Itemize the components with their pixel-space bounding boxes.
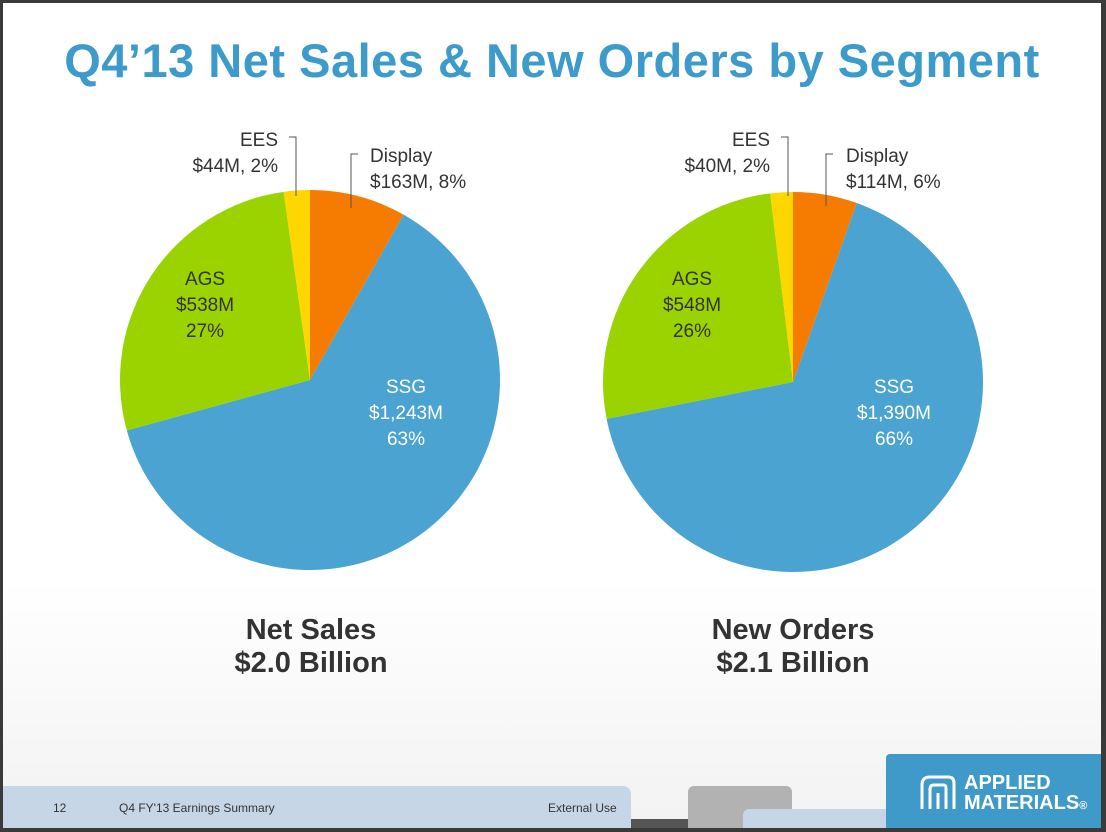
new-orders-ags-label: AGS — [672, 269, 712, 290]
new-orders-ees-label: EES — [732, 130, 770, 151]
net-sales-slice-display — [310, 190, 404, 380]
net-sales-slice-ags — [120, 191, 310, 431]
new-orders-ees-leader-line — [781, 136, 789, 196]
new-orders-slice-ags — [603, 193, 793, 419]
net-sales-caption-title: Net Sales — [245, 614, 377, 646]
footer-doc-title: Q4 FY'13 Earnings Summary — [119, 801, 275, 815]
net-sales-slice-ssg — [126, 214, 501, 571]
new-orders-display-amount: $114M, 6% — [846, 172, 941, 193]
net-sales-ags-percent: 27% — [186, 321, 224, 342]
net-sales-display-label: Display — [370, 146, 433, 167]
footer-decoration-blue — [743, 809, 893, 828]
new-orders-ags-percent: 26% — [673, 321, 711, 342]
pie-charts: Display $163M, 8% SSG $1,243M 63% AGS $538M 27%… — [120, 130, 984, 573]
net-sales-ssg-percent: 63% — [387, 429, 425, 450]
logo-line-1: APPLIED — [964, 772, 1051, 794]
new-orders-ags-amount: $548M — [663, 295, 721, 316]
net-sales-caption: Net Sales $2.0 Billion — [111, 614, 511, 680]
registered-mark: ® — [1079, 800, 1088, 812]
footer-page-number: 12 — [53, 801, 67, 815]
footer-bar: 12 Q4 FY'13 Earnings Summary External Us… — [3, 786, 631, 828]
net-sales-ags-label: AGS — [185, 269, 225, 290]
new-orders-ees-amount: $40M, 2% — [684, 156, 770, 177]
new-orders-display-leader-line — [825, 153, 833, 206]
new-orders-slice-display — [793, 192, 857, 382]
net-sales-slice-ees — [283, 190, 310, 380]
new-orders-slice-ees — [770, 192, 793, 382]
applied-materials-logo-icon — [920, 775, 956, 809]
net-sales-ssg-amount: $1,243M — [369, 403, 443, 424]
slide-title: Q4’13 Net Sales & New Orders by Segment — [64, 34, 1040, 87]
net-sales-caption-total: $2.0 Billion — [234, 647, 388, 679]
net-sales-display-leader-line — [350, 153, 358, 208]
net-sales-ees-label: EES — [240, 130, 278, 151]
net-sales-ees-leader-line — [289, 136, 297, 196]
net-sales-ags-amount: $538M — [176, 295, 234, 316]
new-orders-slice-ssg — [606, 203, 984, 573]
net-sales-ssg-label: SSG — [386, 377, 426, 398]
footer-classification: External Use — [548, 801, 617, 815]
applied-materials-logo: APPLIED MATERIALS® — [886, 754, 1101, 828]
new-orders-ssg-amount: $1,390M — [857, 403, 931, 424]
net-sales-ees-amount: $44M, 2% — [192, 156, 278, 177]
new-orders-ssg-percent: 66% — [875, 429, 913, 450]
net-sales-display-amount: $163M, 8% — [370, 172, 466, 193]
slide: Q4’13 Net Sales & New Orders by Segment … — [3, 3, 1101, 828]
logo-line-2: MATERIALS — [964, 792, 1080, 814]
new-orders-caption: New Orders $2.1 Billion — [593, 614, 993, 680]
new-orders-display-label: Display — [846, 146, 909, 167]
logo-wordmark: APPLIED MATERIALS® — [964, 773, 1087, 816]
new-orders-ssg-label: SSG — [874, 377, 914, 398]
new-orders-caption-title: New Orders — [711, 614, 875, 646]
new-orders-caption-total: $2.1 Billion — [716, 647, 870, 679]
